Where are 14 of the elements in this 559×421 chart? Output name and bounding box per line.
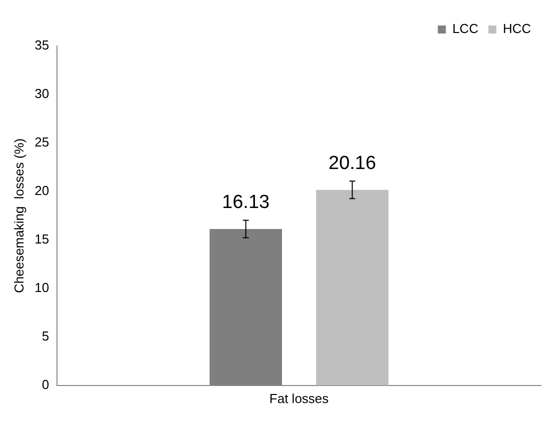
y-tick-label: 20 [34, 183, 50, 198]
y-tick-label: 15 [34, 232, 50, 247]
legend-label: LCC [452, 21, 478, 36]
y-tick-label: 25 [34, 134, 50, 150]
y-axis-title: Cheesemaking losses (%) [11, 138, 26, 294]
legend-label: HCC [502, 21, 532, 36]
y-tick-label: 0 [42, 376, 50, 392]
y-tick-label: 35 [34, 38, 50, 53]
y-tick-label: 10 [34, 280, 50, 296]
y-tick-label: 30 [34, 86, 50, 102]
data-label: 20.16 [328, 152, 376, 174]
data-label: 16.13 [222, 192, 270, 213]
x-tick-label: Fat losses [269, 390, 330, 406]
y-tick-label: 5 [42, 328, 50, 344]
